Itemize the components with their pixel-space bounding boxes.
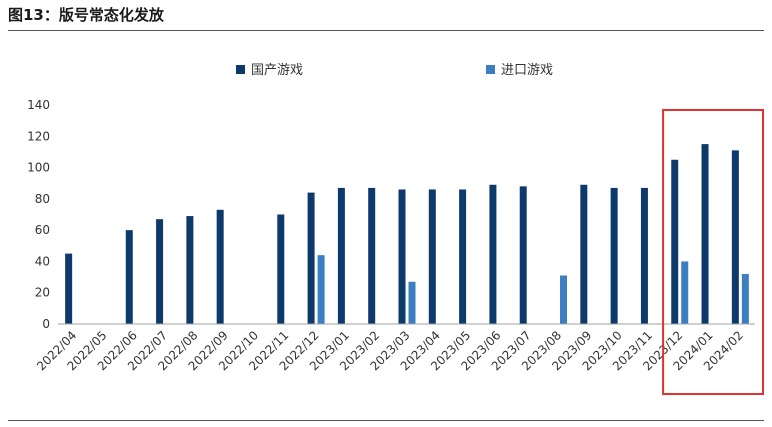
y-axis: 0 20 40 60 80 100 120 140 — [27, 98, 50, 331]
bar-domestic — [337, 187, 345, 324]
bar-domestic — [277, 214, 285, 324]
y-tick-label: 60 — [35, 223, 50, 237]
x-axis: 2022/042022/052022/062022/072022/082022/… — [34, 323, 755, 373]
y-tick-label: 120 — [27, 129, 50, 143]
bar-domestic — [428, 189, 436, 324]
bar-domestic — [125, 230, 133, 324]
bar-domestic — [580, 184, 588, 324]
highlight-rect — [662, 109, 765, 395]
bar-domestic — [519, 186, 527, 324]
figure-title: 图13：版号常态化发放 — [8, 6, 164, 24]
y-tick-label: 0 — [42, 317, 50, 331]
bar-domestic — [398, 189, 406, 324]
legend-swatch — [236, 65, 245, 74]
bar-imported — [408, 281, 416, 324]
bar-imported — [681, 261, 689, 324]
bar-domestic — [701, 144, 709, 324]
bar-domestic — [640, 187, 648, 324]
bar-domestic — [65, 253, 73, 324]
bar-domestic — [156, 219, 164, 324]
y-tick-label: 20 — [35, 286, 50, 300]
y-tick-label: 40 — [35, 254, 50, 268]
bar-domestic — [368, 187, 376, 324]
bar-domestic — [459, 189, 467, 324]
bar-imported — [741, 273, 749, 324]
top-rule — [8, 30, 764, 31]
legend-swatch — [486, 65, 495, 74]
bottom-rule — [8, 420, 764, 421]
y-tick-label: 100 — [27, 161, 50, 175]
y-tick-label: 80 — [35, 192, 50, 206]
bars — [65, 144, 749, 324]
y-tick-label: 140 — [27, 98, 50, 112]
bar-domestic — [731, 150, 739, 324]
bar-imported — [317, 255, 325, 324]
bar-domestic — [610, 187, 618, 324]
bar-domestic — [186, 216, 194, 324]
bar-domestic — [307, 192, 315, 324]
bar-imported — [560, 275, 568, 324]
legend-label: 国产游戏 — [251, 63, 303, 78]
legend: 国产游戏 进口游戏 — [236, 63, 553, 78]
highlight-box — [662, 109, 765, 395]
legend-label: 进口游戏 — [501, 63, 553, 78]
bar-domestic — [216, 209, 224, 324]
bar-domestic — [671, 159, 679, 324]
bar-domestic — [489, 184, 497, 324]
